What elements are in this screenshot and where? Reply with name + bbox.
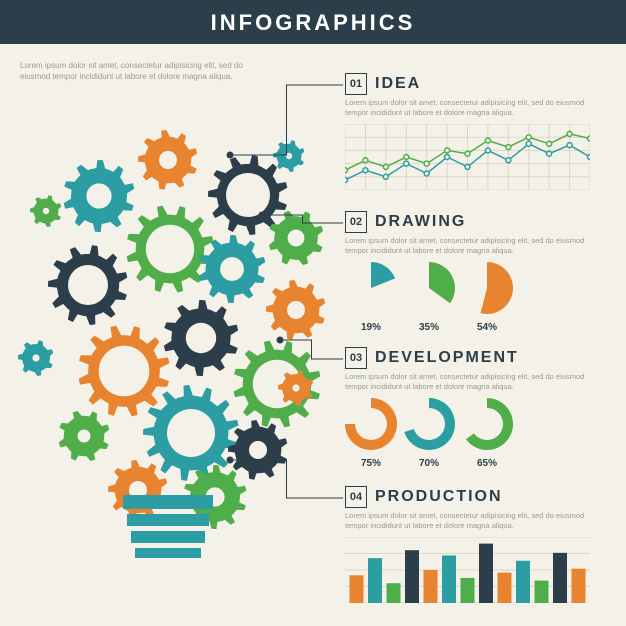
gear-icon bbox=[58, 410, 110, 467]
bulb-base-segment bbox=[135, 548, 201, 558]
section-drawing: 02 DRAWING Lorem ipsum dolor sit amet, c… bbox=[345, 211, 605, 333]
chart-value-label: 54% bbox=[461, 322, 513, 333]
section-number: 04 bbox=[345, 486, 367, 508]
intro-text: Lorem ipsum dolor sit amet, consectetur … bbox=[20, 60, 260, 82]
section-title: DRAWING bbox=[375, 213, 466, 231]
gear-icon bbox=[138, 130, 198, 195]
gear-icon bbox=[268, 210, 324, 271]
section-title: DEVELOPMENT bbox=[375, 349, 519, 367]
gear-icon bbox=[48, 245, 128, 330]
section-number: 02 bbox=[345, 211, 367, 233]
section-chart bbox=[345, 124, 595, 195]
gear-icon bbox=[278, 370, 314, 411]
chart-value-label: 19% bbox=[345, 322, 397, 333]
section-production: 04 PRODUCTION Lorem ipsum dolor sit amet… bbox=[345, 486, 605, 608]
section-development: 03 DEVELOPMENT Lorem ipsum dolor sit ame… bbox=[345, 347, 605, 469]
chart-value-label: 35% bbox=[403, 322, 455, 333]
page-title: INFOGRAPHICS bbox=[0, 0, 626, 44]
section-number: 01 bbox=[345, 73, 367, 95]
gear-icon bbox=[163, 300, 239, 381]
gear-icon bbox=[63, 160, 135, 237]
chart-value-label: 75% bbox=[345, 458, 397, 469]
bulb-base-segment bbox=[131, 531, 205, 543]
section-chart bbox=[345, 537, 595, 608]
section-body: Lorem ipsum dolor sit amet, consectetur … bbox=[345, 98, 605, 118]
section-body: Lorem ipsum dolor sit amet, consectetur … bbox=[345, 236, 605, 256]
section-body: Lorem ipsum dolor sit amet, consectetur … bbox=[345, 511, 605, 531]
section-chart: 19% 35% 54% bbox=[345, 262, 595, 333]
gear-icon bbox=[30, 195, 62, 232]
section-title: IDEA bbox=[375, 75, 421, 93]
section-body: Lorem ipsum dolor sit amet, consectetur … bbox=[345, 372, 605, 392]
section-number: 03 bbox=[345, 347, 367, 369]
section-title: PRODUCTION bbox=[375, 488, 503, 506]
section-chart: 75% 70% 65% bbox=[345, 398, 595, 469]
gear-icon bbox=[266, 280, 326, 345]
chart-value-label: 70% bbox=[403, 458, 455, 469]
chart-value-label: 65% bbox=[461, 458, 513, 469]
gear-icon bbox=[18, 340, 54, 381]
lightbulb-gears-graphic bbox=[18, 90, 318, 560]
bulb-base-segment bbox=[127, 514, 209, 526]
bulb-base-segment bbox=[123, 495, 213, 509]
gear-icon bbox=[273, 140, 305, 177]
gear-icon bbox=[198, 235, 266, 308]
section-idea: 01 IDEA Lorem ipsum dolor sit amet, cons… bbox=[345, 73, 605, 195]
